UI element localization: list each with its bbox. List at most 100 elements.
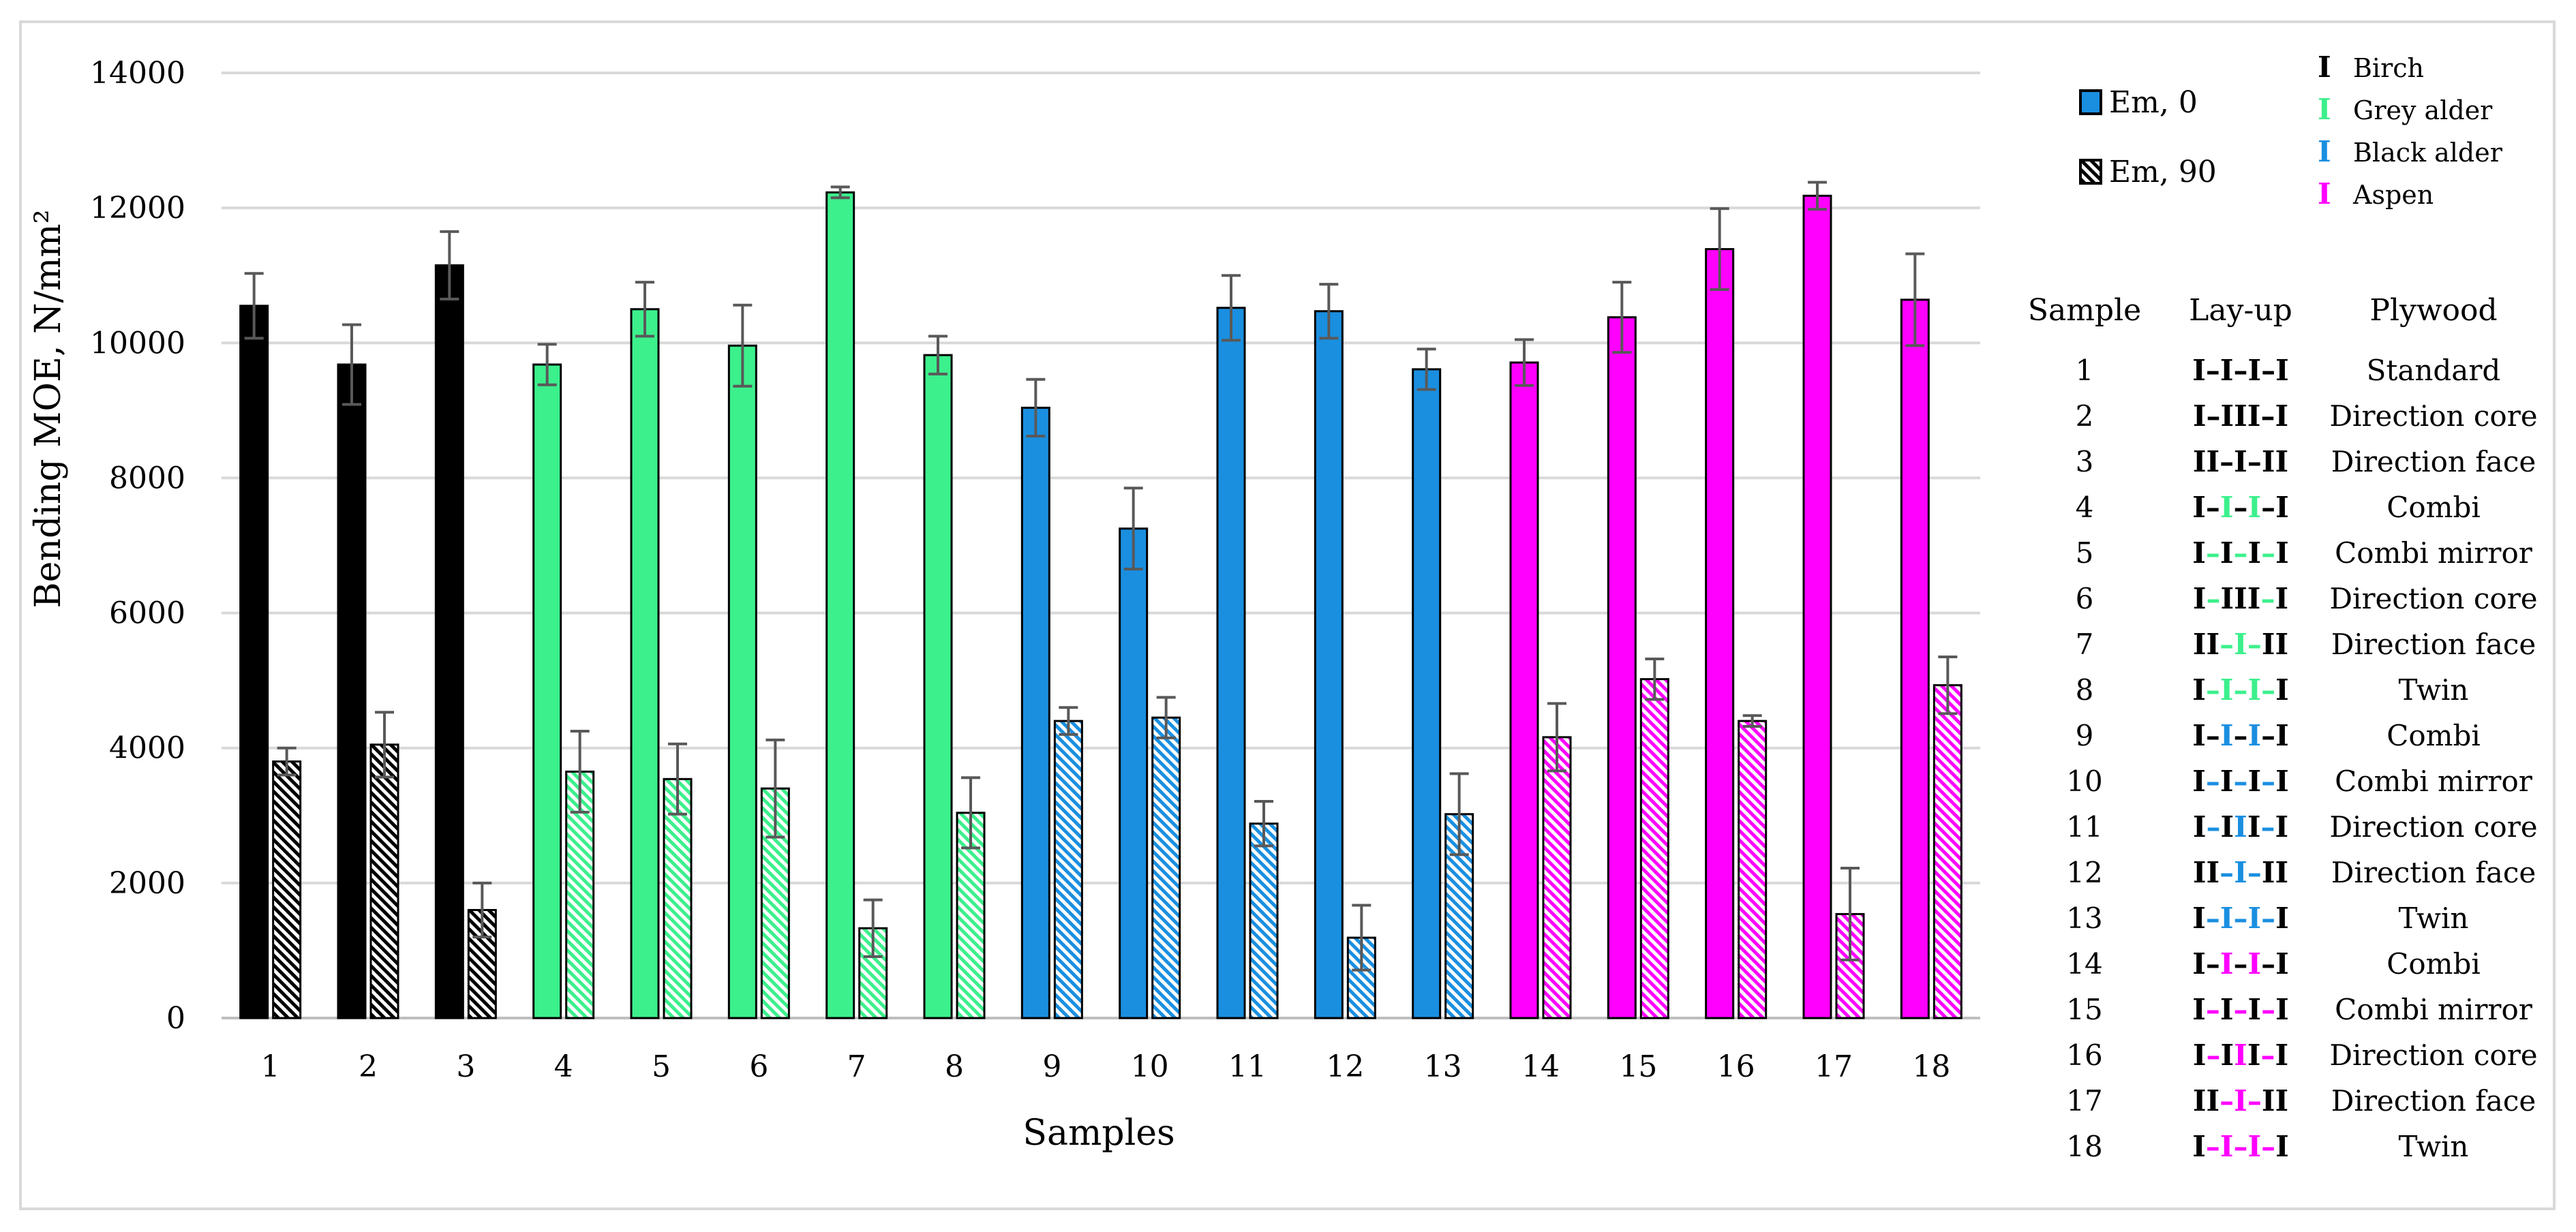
table-layup: I–III–I [2193,582,2288,615]
x-tick-label: 13 [1424,1049,1462,1084]
table-sample: 7 [2076,628,2094,661]
bar-em90 [1639,678,1669,1019]
table-sample: 1 [2076,354,2094,387]
table-sample: 9 [2076,719,2094,752]
x-tick-label: 5 [652,1049,671,1084]
y-tick-label: 2000 [109,866,185,901]
table-plywood: Combi mirror [2335,993,2533,1026]
table-layup: I–I–I–I [2192,719,2289,752]
table-header: Lay-up [2189,293,2292,328]
table-plywood: Combi [2386,491,2481,524]
y-tick-label: 14000 [90,56,185,91]
species-label: Birch [2353,53,2424,83]
table-layup: I–I–I–I [2192,902,2289,935]
table-header: Sample [2028,293,2141,328]
legend: Em, 0 Em, 90 I Birch I Grey alder I Black alder… [2079,50,2503,211]
bar-em0 [1314,310,1344,1019]
table-layup: I–I–I–I [2192,993,2289,1026]
x-tick-label: 6 [749,1049,768,1084]
bar-em0 [1412,368,1442,1019]
table-sample: 6 [2076,582,2094,615]
table-sample: 15 [2066,993,2102,1026]
bar-em0 [923,354,953,1019]
x-tick-label: 7 [847,1049,866,1084]
bars [239,181,1963,1019]
table-header: Plywood [2369,293,2497,328]
species-label: Aspen [2352,180,2434,210]
x-tick-label: 10 [1131,1049,1169,1084]
table-layup: I–I–I–I [2192,491,2289,524]
x-tick-label: 8 [945,1049,964,1084]
table-layup: II–I–II [2193,856,2288,889]
layup-table: Sample Lay-up Plywood 1 I–I–I–I Standard 2 I–II… [2028,293,2538,1163]
species-marker: I [2318,50,2331,84]
bar-em0 [337,363,367,1019]
y-axis-title: Bending MOE, N/mm² [28,209,69,608]
bar-em90 [1542,736,1572,1019]
x-tick-label: 14 [1521,1049,1560,1084]
bar-em0 [532,363,562,1019]
table-sample: 5 [2076,536,2094,570]
species-label: Black alder [2353,138,2503,168]
y-tick-label: 8000 [109,461,185,495]
species-marker: I [2318,177,2331,211]
species-label: Grey alder [2353,95,2493,125]
table-plywood: Combi mirror [2335,536,2533,570]
bar-em0 [630,308,660,1019]
table-plywood: Twin [2399,673,2469,707]
table-plywood: Direction face [2331,856,2536,889]
table-layup: I–III–I [2193,1038,2288,1072]
y-tick-label: 0 [166,1001,185,1036]
table-sample: 16 [2066,1038,2102,1072]
table-plywood: Direction face [2331,628,2536,661]
table-plywood: Combi mirror [2335,765,2533,798]
table-sample: 18 [2066,1130,2102,1163]
table-plywood: Direction core [2329,1038,2537,1072]
table-layup: I–I–I–I [2192,947,2289,981]
table-plywood: Direction core [2329,810,2537,844]
bar-em0 [434,264,464,1019]
bar-em90 [1738,720,1768,1019]
table-sample: 12 [2066,856,2102,889]
y-axis-ticks: 0 2000 4000 6000 8000 10000 12000 14000 [90,56,185,1036]
table-sample: 3 [2076,445,2094,478]
bar-em90 [1249,822,1279,1019]
species-marker: I [2318,135,2331,168]
y-tick-label: 12000 [90,191,185,226]
species-marker: I [2318,93,2331,126]
table-layup: I–I–I–I [2192,354,2289,387]
table-plywood: Combi [2386,719,2481,752]
table-plywood: Direction face [2331,1084,2536,1118]
table-sample: 14 [2066,947,2102,981]
table-sample: 13 [2066,902,2102,935]
x-axis-title: Samples [1022,1113,1175,1154]
bar-em0 [1607,316,1637,1019]
bar-em90 [369,743,399,1019]
bar-em0 [1802,194,1832,1019]
table-layup: I–I–I–I [2192,536,2289,570]
bar-em90 [272,760,302,1019]
x-tick-label: 3 [456,1049,475,1084]
y-tick-label: 4000 [109,731,185,766]
table-sample: 17 [2066,1084,2102,1118]
table-plywood: Direction face [2331,445,2536,478]
x-tick-label: 16 [1717,1049,1755,1084]
bar-em90 [1933,684,1963,1019]
bar-em90 [1151,716,1181,1019]
bar-em90 [663,777,693,1019]
legend-label-em0: Em, 0 [2109,85,2198,120]
legend-label-em90: Em, 90 [2109,155,2217,189]
table-layup: I–I–I–I [2192,673,2289,707]
table-plywood: Combi [2386,947,2481,981]
table-sample: 2 [2076,399,2094,433]
x-tick-label: 2 [359,1049,378,1084]
x-axis-ticks: 1 2 3 4 5 6 7 8 9 10 11 12 13 14 15 16 17 18 [261,1049,1951,1084]
legend-swatch-em90 [2079,159,2102,185]
table-layup: II–I–II [2193,1084,2288,1118]
bar-em0 [1020,406,1050,1019]
table-layup: II–I–II [2193,628,2288,661]
table-layup: I–III–I [2193,399,2288,433]
y-tick-label: 10000 [90,326,185,360]
x-tick-label: 18 [1912,1049,1950,1084]
